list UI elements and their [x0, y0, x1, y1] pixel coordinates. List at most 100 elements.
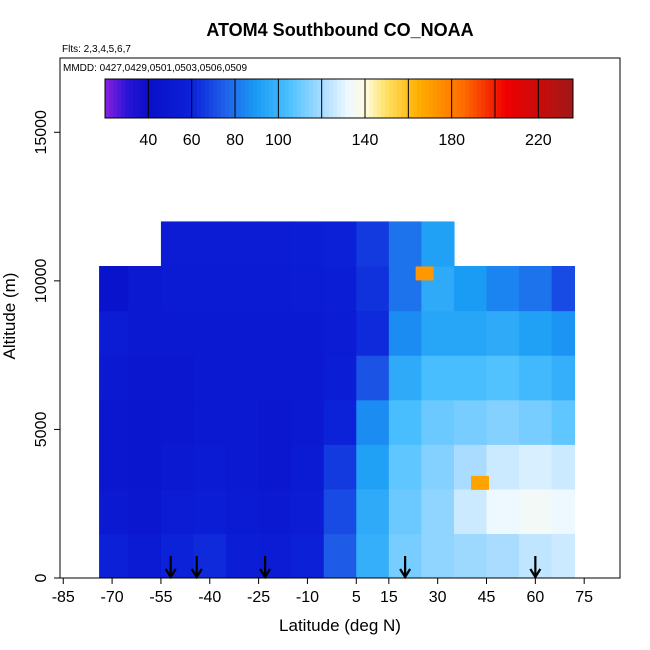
colorbar-segment [121, 79, 126, 118]
heatmap-cell [356, 355, 390, 401]
colorbar-segment [305, 79, 310, 118]
heatmap-cell [486, 533, 520, 578]
heatmap-cell [193, 533, 227, 578]
colorbar-segment [301, 79, 306, 118]
heatmap-cell [291, 355, 325, 401]
colorbar-segment [149, 79, 154, 118]
colorbar-segment [237, 79, 242, 118]
colorbar-segment [165, 79, 170, 118]
heatmap-cell [453, 533, 488, 578]
heatmap-cell [486, 266, 520, 312]
heatmap-cell [453, 266, 488, 312]
colorbar-segment [353, 79, 358, 118]
colorbar-tick-label: 100 [265, 132, 292, 149]
heatmap-cell [323, 221, 357, 267]
colorbar-segment [393, 79, 398, 118]
colorbar-segment [425, 79, 430, 118]
colorbar-segment [497, 79, 502, 118]
heatmap-cell [388, 355, 422, 401]
heatmap-cell [128, 310, 162, 356]
colorbar-segment [265, 79, 270, 118]
heatmap-cell [323, 488, 357, 535]
colorbar-segment [389, 79, 394, 118]
heatmap-cell [453, 310, 488, 356]
profile-arrow-head [529, 568, 542, 580]
colorbar-segment [209, 79, 214, 118]
heatmap-cell [388, 221, 422, 267]
heatmap-cell [356, 221, 390, 267]
heatmap-cell [193, 221, 227, 267]
heatmap-cell [453, 399, 488, 445]
colorbar-segment [201, 79, 206, 118]
colorbar-segment [277, 79, 282, 118]
heatmap-cell [421, 399, 455, 445]
heatmap-cell [193, 399, 227, 445]
x-tick-label: 30 [429, 589, 447, 606]
colorbar-segment [453, 79, 458, 118]
heatmap-cell [193, 310, 227, 356]
colorbar-segment [229, 79, 234, 118]
heatmap-cell [519, 488, 553, 535]
heatmap-cell [421, 488, 455, 535]
heatmap-cell [128, 488, 162, 535]
colorbar-segment [137, 79, 142, 118]
colorbar-segment [365, 79, 370, 118]
heatmap-cell [421, 355, 455, 401]
heatmap-cell [421, 444, 455, 490]
heatmap-cell [388, 444, 422, 490]
plot-frame [59, 57, 621, 579]
colorbar-frame [104, 78, 574, 119]
heatmap-cell [99, 488, 129, 535]
heatmap-cell [356, 533, 390, 578]
colorbar-segment [181, 79, 186, 118]
heatmap-cell [519, 444, 553, 490]
colorbar-segment [377, 79, 382, 118]
heatmap-cell [486, 444, 520, 490]
colorbar-segment [157, 79, 162, 118]
dates-text: MMDD: 0427,0429,0501,0503,0506,0509 [63, 63, 247, 74]
heatmap-cell [99, 444, 129, 490]
heatmap-cell [486, 310, 520, 356]
x-tick-label: 75 [575, 589, 593, 606]
y-tick-label: 15000 [33, 110, 50, 155]
colorbar-segment [193, 79, 198, 118]
heatmap-cell [421, 310, 455, 356]
heatmap-cell [226, 399, 260, 445]
heatmap-cell [323, 266, 357, 312]
colorbar-tick-label: 220 [525, 132, 552, 149]
colorbar-segment [245, 79, 250, 118]
colorbar-segment [325, 79, 330, 118]
heatmap-cell [323, 399, 357, 445]
colorbar-segment [489, 79, 494, 118]
heatmap-cell [453, 488, 488, 535]
colorbar-segment [517, 79, 522, 118]
heatmap-cell [128, 266, 162, 312]
colorbar-segment [197, 79, 202, 118]
heatmap-cell [291, 221, 325, 267]
colorbar-segment [153, 79, 158, 118]
colorbar-segment [441, 79, 446, 118]
heatmap-cell [323, 310, 357, 356]
colorbar-segment [565, 79, 570, 118]
heatmap-cell [160, 355, 195, 401]
colorbar-segment [385, 79, 390, 118]
heatmap-cell [291, 444, 325, 490]
heatmap-cell [258, 355, 292, 401]
x-tick-label: -85 [52, 589, 75, 606]
colorbar-tick-label: 40 [139, 132, 157, 149]
heatmap-cell [99, 266, 129, 312]
profile-arrow-head [190, 568, 203, 580]
colorbar-segment [553, 79, 558, 118]
colorbar-segment [329, 79, 334, 118]
colorbar-segment [269, 79, 274, 118]
heatmap-cell [160, 444, 195, 490]
heatmap-cell [226, 310, 260, 356]
colorbar-segment [161, 79, 166, 118]
x-tick-label: -55 [149, 589, 172, 606]
heatmap-cell [291, 488, 325, 535]
heatmap-cell [160, 221, 195, 267]
heatmap-cell [421, 533, 455, 578]
colorbar-segment [273, 79, 278, 118]
